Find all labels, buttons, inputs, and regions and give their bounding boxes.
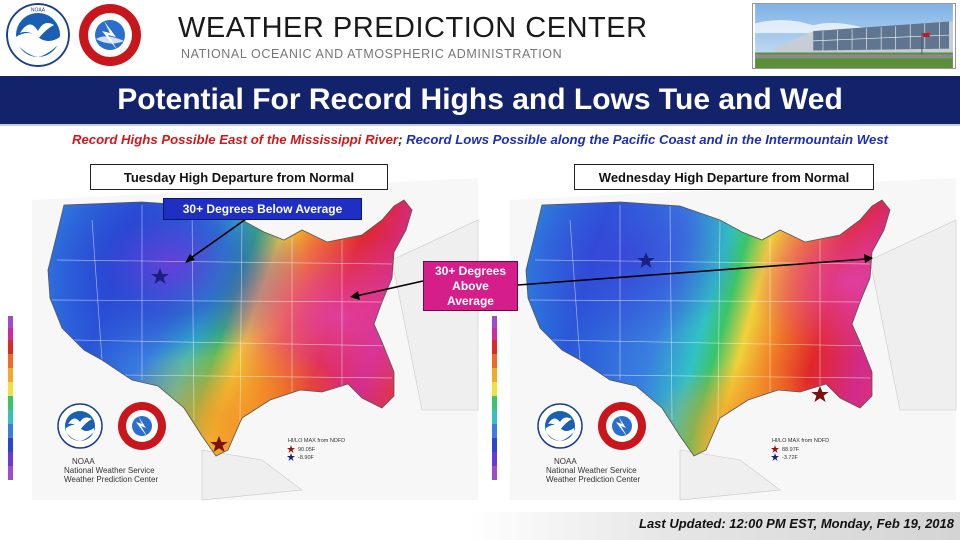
page-title: Potential For Record Highs and Lows Tue … — [117, 83, 843, 116]
wednesday-panel-label: Wednesday High Departure from Normal — [574, 164, 874, 190]
header: NOAA WEATHER PREDICTION CENTER NATIONAL … — [0, 0, 960, 72]
agency-nws-text: National Weather Service — [546, 466, 637, 475]
hilo-legend-high: 88.97F — [782, 447, 800, 453]
last-updated-text: Last Updated: 12:00 PM EST, Monday, Feb … — [639, 516, 954, 531]
noaa-agency-logo-icon — [537, 403, 583, 449]
title-bar: Potential For Record Highs and Lows Tue … — [0, 74, 960, 126]
record-lows-text: Record Lows Possible along the Pacific C… — [402, 132, 889, 147]
noaa-agency-logo-icon — [57, 403, 103, 449]
wednesday-map-panel: NOAA National Weather Service Weather Pr… — [480, 160, 958, 508]
record-low-star — [637, 252, 655, 268]
below-average-callout: 30+ Degrees Below Average — [163, 198, 362, 220]
hilo-legend-low: -8.90F — [298, 455, 315, 461]
hilo-legend-low: -3.72F — [782, 455, 799, 461]
headline-subtitle: Record Highs Possible East of the Missis… — [0, 132, 960, 147]
header-title: WEATHER PREDICTION CENTER — [178, 12, 648, 44]
temperature-color-scale — [8, 316, 13, 480]
tuesday-panel-label: Tuesday High Departure from Normal — [90, 164, 388, 190]
tuesday-map-panel: NOAA National Weather Service Weather Pr… — [2, 160, 480, 508]
agency-wpc-text: Weather Prediction Center — [546, 475, 640, 484]
record-high-star — [210, 436, 228, 452]
nws-agency-logo-icon — [598, 402, 646, 450]
nws-agency-logo-icon — [118, 402, 166, 450]
agency-nws-text: National Weather Service — [64, 466, 155, 475]
header-subtitle: NATIONAL OCEANIC AND ATMOSPHERIC ADMINIS… — [181, 47, 563, 61]
hilo-legend-high: 90.05F — [298, 447, 316, 453]
noaa-logo-icon: NOAA — [6, 3, 70, 67]
wednesday-departure-map: NOAA National Weather Service Weather Pr… — [492, 178, 957, 501]
nws-logo-icon — [79, 4, 141, 66]
subtitle-separator: ; — [398, 132, 403, 147]
svg-text:NOAA: NOAA — [31, 8, 46, 14]
above-average-line-1: 30+ Degrees — [434, 264, 507, 278]
agency-wpc-text: Weather Prediction Center — [64, 475, 158, 484]
hilo-legend-title: HI/LO MAX from NDFD — [288, 438, 345, 444]
record-highs-text: Record Highs Possible East of the Missis… — [71, 132, 399, 147]
temperature-color-scale — [492, 316, 497, 480]
above-average-line-3: Average — [447, 294, 494, 308]
hilo-legend-title: HI/LO MAX from NDFD — [772, 438, 829, 444]
above-average-line-2: Above — [452, 279, 489, 293]
building-photo — [752, 3, 956, 69]
record-low-star — [151, 268, 169, 284]
footer-bar — [470, 512, 960, 540]
agency-noaa-text: NOAA — [554, 457, 577, 466]
record-high-star — [811, 386, 829, 402]
tuesday-departure-map: NOAA National Weather Service Weather Pr… — [8, 178, 479, 501]
above-average-callout: 30+ Degrees Above Average — [423, 261, 518, 311]
agency-noaa-text: NOAA — [72, 457, 95, 466]
